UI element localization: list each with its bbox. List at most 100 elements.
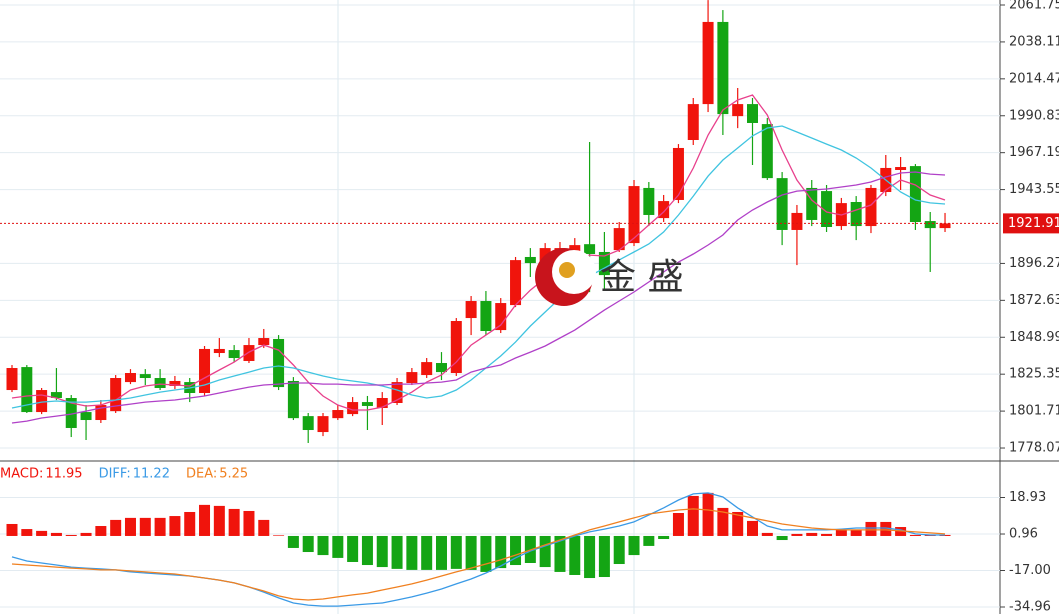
candle-body [80, 412, 92, 421]
y-tick-label: 1848.99 [1009, 330, 1059, 345]
logo [535, 248, 596, 306]
candle-body [628, 186, 640, 244]
macd-bar [169, 516, 181, 536]
legend-value: 11.22 [133, 467, 170, 482]
macd-bar [435, 535, 447, 570]
y-tick-label: -17.00 [1009, 563, 1051, 578]
candle-body [317, 416, 329, 433]
y-tick-label: 1990.83 [1009, 108, 1059, 123]
macd-bar [6, 523, 18, 536]
macd-bar [850, 529, 862, 536]
macd-bar [732, 511, 744, 536]
candle-body [21, 367, 33, 413]
y-tick-label: 1801.71 [1009, 404, 1059, 419]
candle-body [495, 303, 507, 331]
macd-bar [199, 504, 211, 536]
candle-body [406, 372, 418, 384]
candle-body [465, 301, 477, 319]
candle-body [258, 338, 270, 346]
y-tick-label: 1778.07 [1009, 441, 1059, 456]
candle-body [154, 378, 166, 389]
y-tick-label: 1872.63 [1009, 293, 1059, 308]
candle-body [761, 124, 773, 179]
macd-bar [287, 535, 299, 548]
macd-bar [865, 521, 877, 536]
candle-body [895, 167, 907, 170]
candle-body [613, 228, 625, 251]
macd-bar [747, 520, 758, 536]
candle-body [510, 260, 522, 306]
candle-body [421, 362, 433, 376]
candle-body [376, 398, 388, 408]
current-price-box [1003, 213, 1059, 234]
candle-body [391, 382, 403, 403]
candle-body [199, 348, 211, 394]
candle-body [776, 178, 788, 230]
macd-bar [65, 534, 77, 536]
macd-bar [376, 535, 388, 568]
macd-bar [465, 535, 477, 570]
macd-bar [332, 535, 344, 558]
candle-body [909, 166, 921, 222]
candle-body [598, 251, 610, 276]
macd-bar [806, 532, 818, 536]
candle-body [806, 187, 818, 220]
candle-body [287, 380, 299, 419]
macd-bar [302, 535, 314, 553]
candle-body [524, 256, 536, 264]
macd-bar [687, 495, 699, 536]
candle-body [672, 147, 684, 200]
macd-bar [110, 519, 122, 536]
indicator-line [11, 508, 946, 601]
macd-bar [835, 529, 847, 536]
macd-bar [554, 535, 566, 572]
macd-bar [347, 535, 359, 562]
macd-bar [480, 535, 492, 572]
macd-bar [361, 535, 373, 566]
macd-bar [273, 535, 285, 536]
macd-bar [510, 535, 522, 566]
candle-body [243, 345, 255, 361]
candle-body [273, 338, 285, 388]
macd-bar [243, 510, 255, 536]
y-tick-label: 1943.55 [1009, 182, 1059, 197]
candle-body [435, 363, 447, 373]
macd-bar [539, 535, 551, 568]
candle-body [139, 374, 151, 379]
y-tick-label: 2038.11 [1009, 34, 1059, 49]
y-tick-label: 1825.35 [1009, 367, 1059, 382]
candle-body [702, 21, 714, 105]
macd-bar [36, 530, 48, 536]
candle-body [228, 350, 240, 359]
macd-bar [95, 526, 107, 536]
indicator-line [11, 171, 946, 424]
legend-label: DEA: [186, 467, 217, 482]
macd-bar [761, 532, 773, 536]
y-tick-label: 1896.27 [1009, 256, 1059, 271]
macd-bar [317, 535, 329, 556]
macd-bar [421, 535, 433, 570]
indicator-line [11, 94, 946, 411]
candle-body [213, 348, 225, 354]
macd-bar [495, 535, 507, 569]
current-price-label: 1921.91 [1008, 216, 1059, 231]
candle-body [95, 405, 107, 421]
candle-body [450, 321, 462, 374]
macd-bar [228, 508, 240, 536]
candle-body [169, 380, 181, 386]
candle-body [347, 402, 359, 415]
macd-bar [584, 535, 596, 579]
macd-bar [613, 535, 625, 565]
candle-body [658, 201, 670, 219]
macd-bar [821, 533, 833, 536]
candle-body [687, 104, 699, 141]
logo-dot [559, 262, 575, 278]
y-tick-label: 18.93 [1009, 490, 1046, 505]
indicator-line [11, 492, 945, 607]
macd-bar [672, 513, 684, 536]
candle-body [717, 21, 729, 115]
candle-body [791, 212, 803, 230]
candle-body [361, 402, 373, 406]
